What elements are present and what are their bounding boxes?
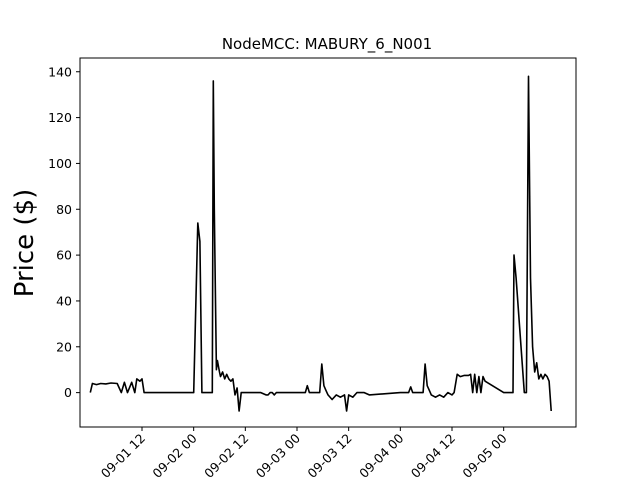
x-tick-label: 09-02 12 [201, 431, 251, 480]
y-tick-label: 40 [56, 293, 72, 308]
x-tick-label: 09-02 00 [149, 430, 199, 480]
series-line-price [89, 75, 552, 412]
x-tick-label: 09-04 12 [408, 431, 458, 480]
y-tick-label: 120 [48, 110, 72, 125]
y-tick-label: 100 [48, 156, 72, 171]
x-tick-label: 09-01 12 [98, 431, 148, 480]
axes-frame [79, 57, 577, 428]
x-tick-label: 09-03 00 [253, 430, 303, 480]
x-tick-label: 09-04 00 [356, 430, 406, 480]
x-tick-label: 09-03 12 [304, 431, 354, 480]
y-tick-label: 60 [56, 248, 72, 263]
y-tick-label: 20 [56, 339, 72, 354]
y-tick-label: 80 [56, 202, 72, 217]
chart-title: NodeMCC: MABURY_6_N001 [222, 35, 432, 54]
y-tick-label: 0 [64, 385, 72, 400]
y-axis-label: Price ($) [10, 189, 40, 298]
plot-area: 0 20 40 60 80 100 120 140 09-01 12 09-02 00 09-02 … [48, 64, 552, 480]
x-tick-label: 09-05 00 [459, 430, 509, 480]
y-tick-label: 140 [48, 64, 72, 79]
